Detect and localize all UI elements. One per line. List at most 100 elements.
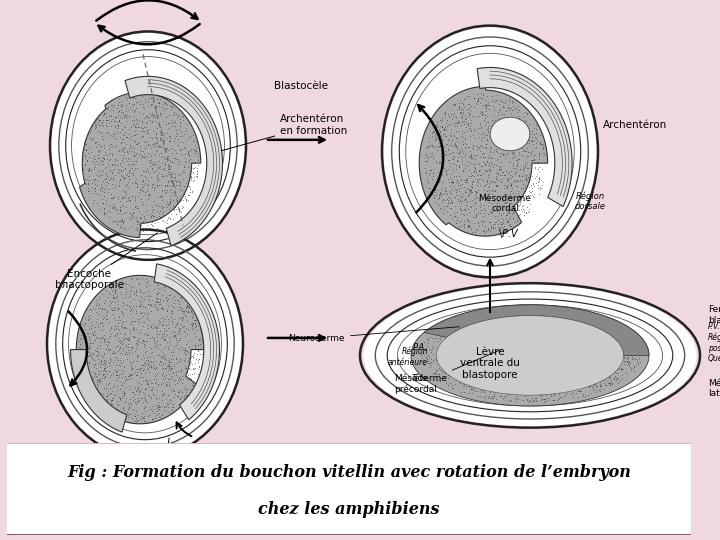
Point — [135, 393, 147, 402]
Point — [474, 383, 485, 391]
Point — [158, 154, 170, 163]
Point — [580, 311, 591, 320]
Point — [178, 203, 189, 212]
Point — [514, 334, 526, 343]
Point — [494, 366, 505, 375]
Point — [469, 187, 481, 195]
Point — [544, 373, 555, 382]
Point — [113, 165, 125, 173]
Point — [449, 361, 460, 370]
Point — [580, 363, 592, 372]
Point — [134, 183, 145, 192]
Point — [112, 129, 124, 138]
Point — [510, 218, 521, 226]
Point — [161, 378, 172, 387]
Point — [535, 352, 546, 361]
Point — [460, 370, 472, 379]
Point — [176, 195, 187, 204]
Point — [145, 404, 157, 413]
Point — [124, 145, 135, 153]
Point — [152, 164, 163, 173]
Point — [628, 350, 639, 359]
Point — [153, 381, 164, 389]
Point — [107, 309, 119, 318]
Point — [131, 353, 143, 361]
Point — [152, 409, 163, 418]
Point — [116, 322, 127, 331]
Point — [114, 336, 125, 345]
Point — [489, 218, 500, 227]
Point — [107, 200, 119, 208]
Point — [505, 146, 516, 154]
Point — [482, 100, 494, 109]
Point — [500, 327, 511, 335]
Point — [448, 158, 459, 167]
Point — [559, 381, 570, 389]
Point — [521, 175, 532, 184]
Point — [442, 174, 454, 183]
Point — [489, 146, 500, 154]
Point — [130, 217, 142, 225]
Point — [478, 360, 490, 368]
Point — [480, 316, 491, 325]
Point — [99, 397, 110, 406]
Point — [134, 387, 145, 396]
Point — [564, 342, 575, 351]
Point — [495, 136, 507, 145]
Point — [171, 200, 183, 208]
Point — [519, 319, 531, 328]
Point — [500, 199, 512, 207]
Point — [510, 388, 522, 397]
Point — [163, 178, 174, 186]
Point — [464, 106, 476, 114]
Point — [449, 355, 461, 363]
Point — [189, 163, 200, 172]
Point — [143, 359, 154, 368]
Point — [549, 323, 561, 332]
Point — [159, 159, 171, 168]
Point — [421, 174, 433, 183]
Point — [618, 368, 630, 376]
Point — [467, 177, 478, 185]
Point — [132, 218, 143, 226]
Point — [162, 390, 174, 399]
Point — [107, 174, 119, 183]
Point — [519, 337, 531, 346]
Point — [446, 182, 458, 191]
Point — [462, 379, 474, 387]
Point — [164, 291, 176, 300]
Point — [118, 335, 130, 344]
Point — [156, 284, 167, 293]
Point — [459, 366, 471, 374]
Point — [80, 179, 91, 188]
Point — [162, 360, 174, 369]
Point — [162, 400, 174, 409]
Point — [462, 222, 474, 231]
Point — [564, 335, 575, 343]
Point — [493, 208, 505, 217]
Point — [487, 224, 499, 232]
Point — [128, 107, 140, 116]
Point — [502, 318, 513, 327]
Point — [515, 193, 526, 202]
Point — [107, 306, 119, 314]
Point — [502, 316, 513, 325]
Point — [109, 113, 120, 122]
Point — [585, 343, 596, 352]
Point — [153, 351, 165, 360]
Point — [498, 341, 510, 349]
Point — [442, 323, 454, 332]
Point — [106, 287, 117, 295]
Point — [127, 121, 139, 130]
Point — [151, 180, 163, 189]
Point — [552, 394, 564, 403]
Point — [185, 185, 197, 193]
Point — [463, 125, 474, 133]
Point — [192, 170, 203, 178]
Point — [115, 210, 127, 218]
Point — [107, 160, 118, 169]
Point — [171, 205, 182, 213]
Point — [515, 320, 526, 328]
Point — [547, 396, 559, 405]
Point — [96, 156, 108, 165]
